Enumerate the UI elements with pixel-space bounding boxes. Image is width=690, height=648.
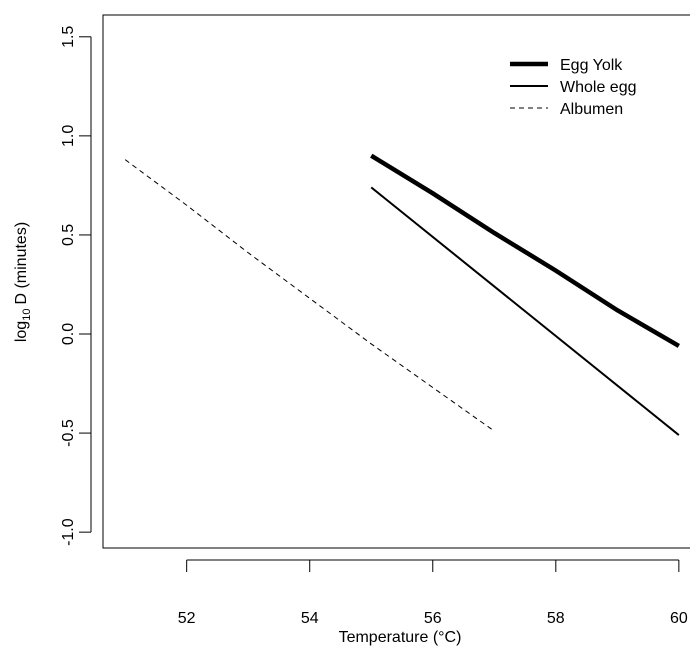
x-tick-label: 60	[670, 610, 688, 627]
legend-label: Whole egg	[560, 79, 637, 96]
x-tick-label: 58	[547, 610, 565, 627]
legend-label: Egg Yolk	[560, 57, 623, 74]
x-tick-label: 54	[301, 610, 319, 627]
x-tick-label: 52	[178, 610, 196, 627]
y-tick-label: 1.0	[60, 125, 77, 147]
series-line	[370, 153, 680, 348]
y-label-main: log	[13, 321, 30, 342]
y-axis-label: log10 D (minutes)	[13, 222, 33, 342]
y-tick-label: -1.0	[60, 518, 77, 546]
x-axis-label: Temperature (°C)	[339, 629, 462, 646]
y-label-rest: D (minutes)	[13, 222, 30, 305]
y-tick-label: 0.5	[60, 224, 77, 246]
series-line	[370, 186, 680, 436]
y-tick-label: 1.5	[60, 26, 77, 48]
y-tick-label: -0.5	[60, 419, 77, 447]
y-label-sub: 10	[21, 309, 33, 321]
x-tick-label: 56	[424, 610, 442, 627]
plot-box	[102, 14, 690, 549]
y-tick-label: 0.0	[60, 323, 77, 345]
legend-label: Albumen	[560, 101, 623, 118]
series-line	[124, 159, 495, 432]
